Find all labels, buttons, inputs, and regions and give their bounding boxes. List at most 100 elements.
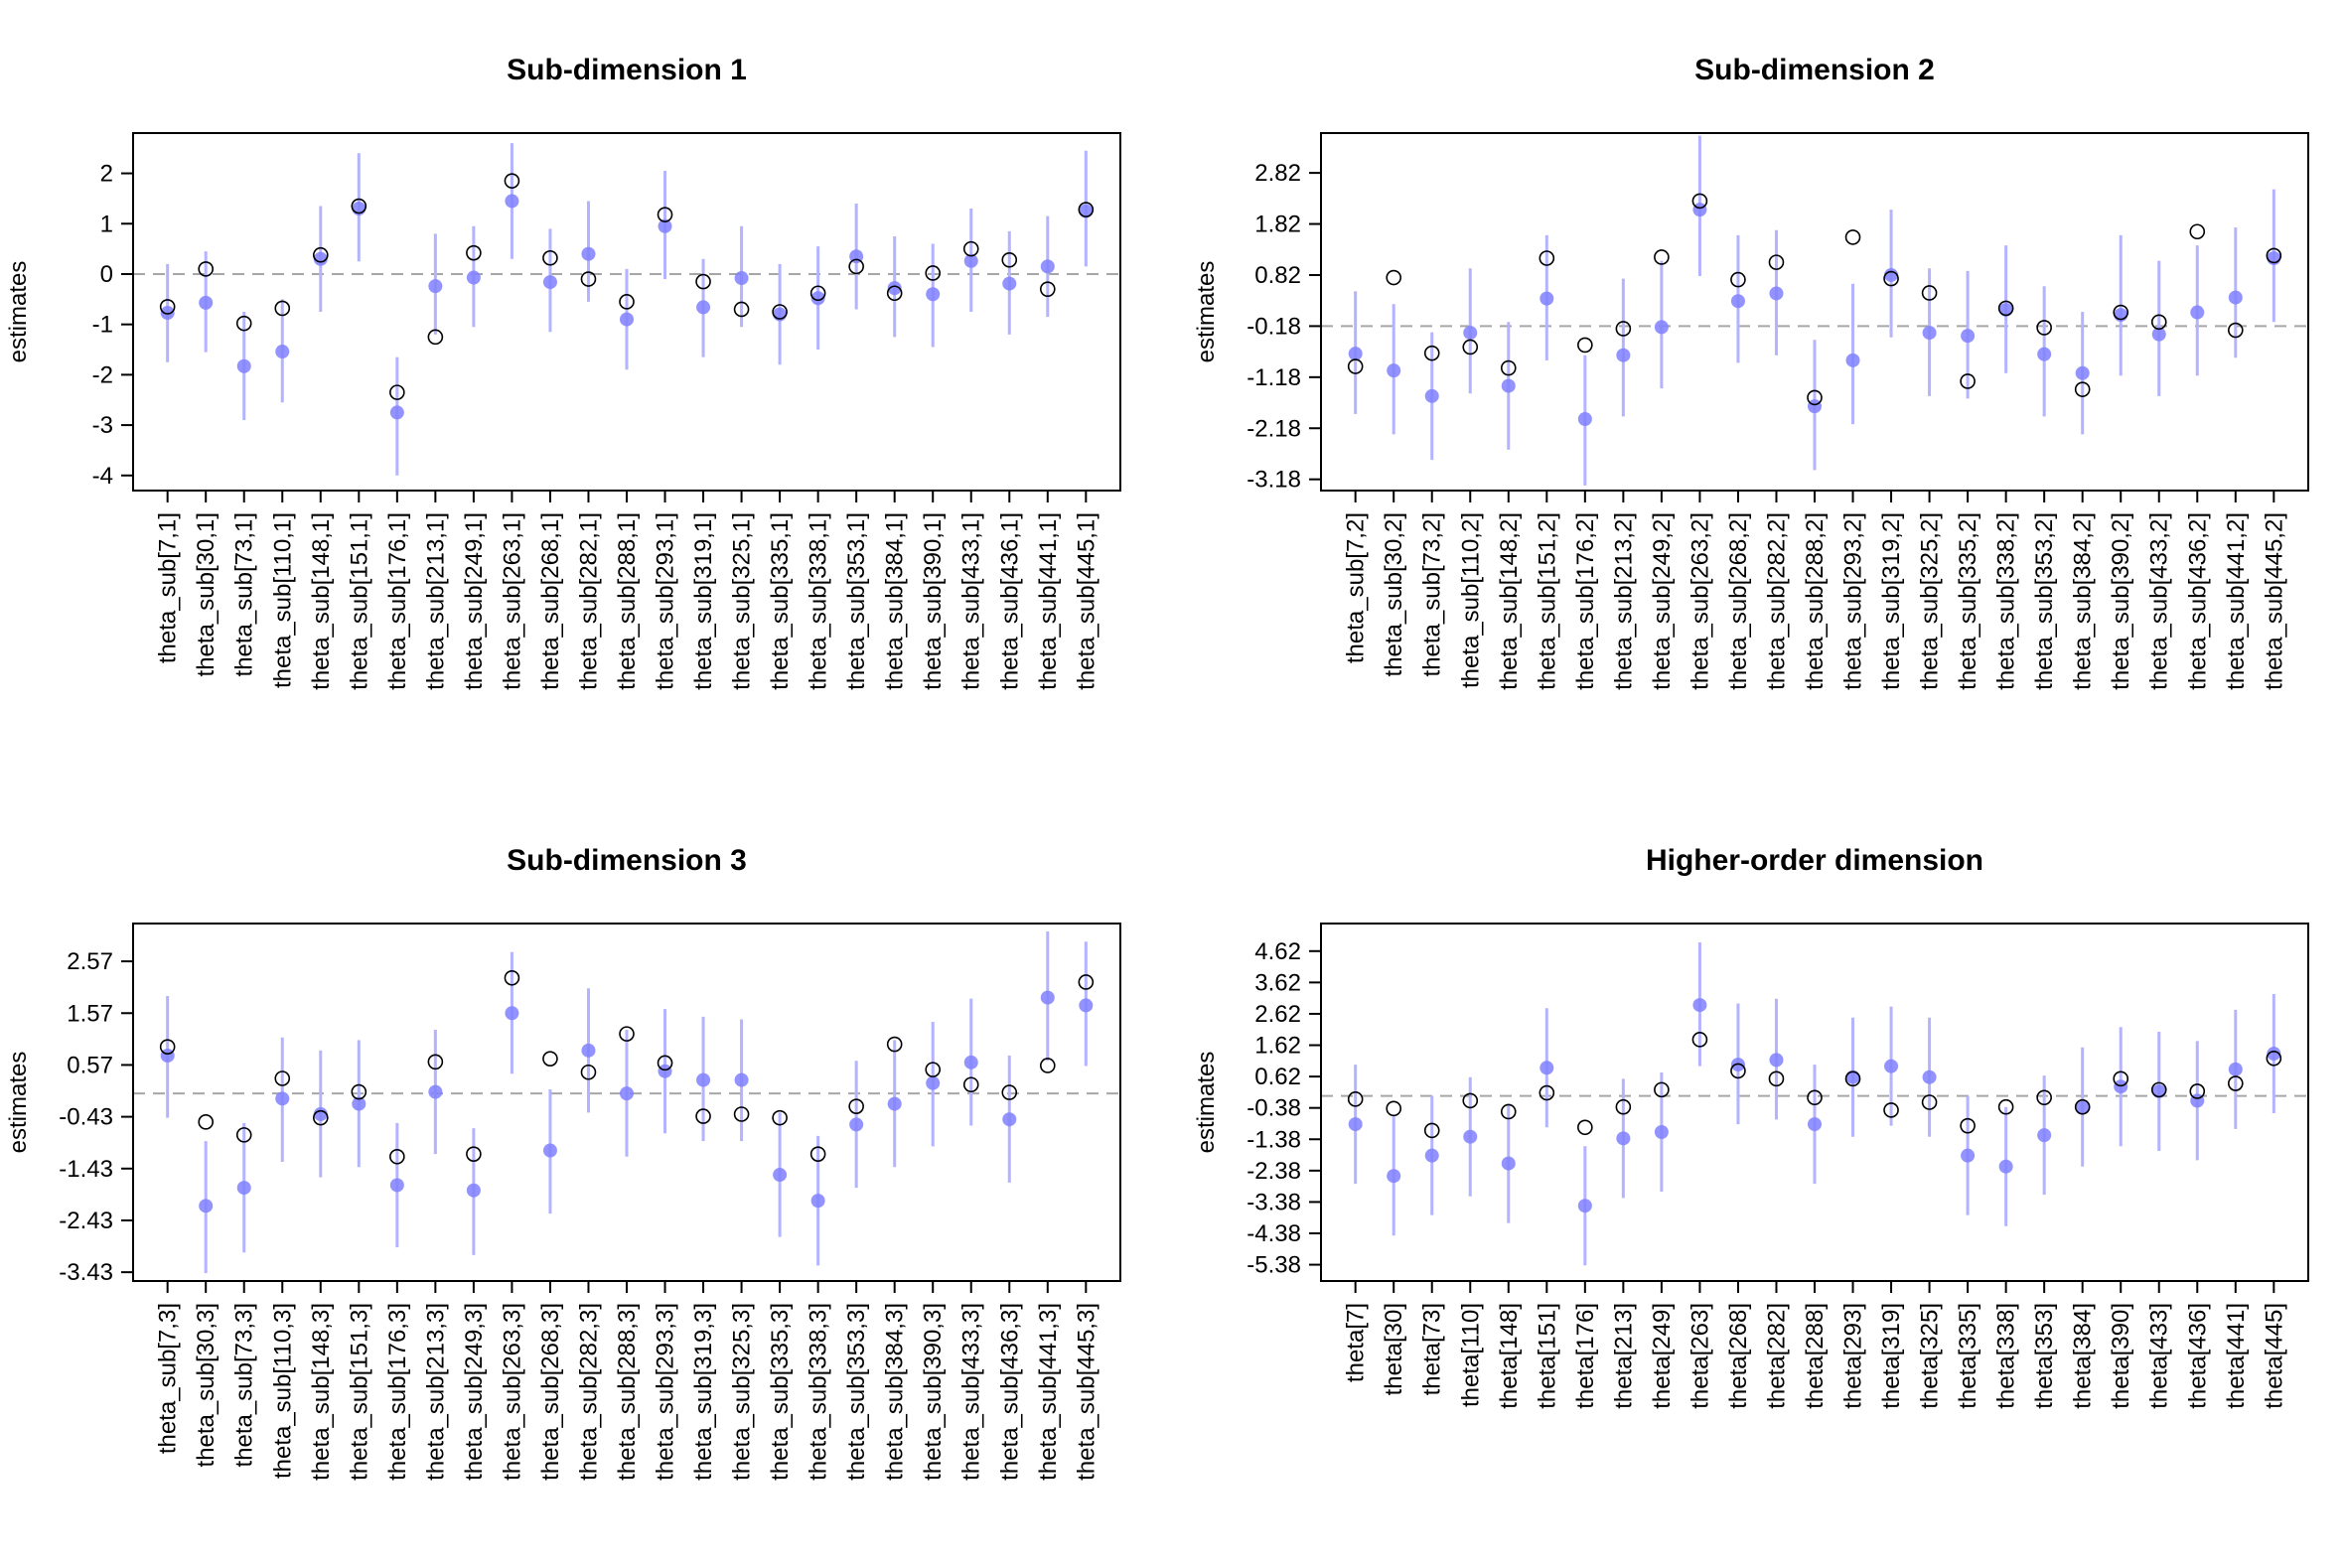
estimate-point [1845, 1069, 1860, 1084]
true-value-point [466, 244, 482, 261]
estimate-point [1884, 1059, 1899, 1073]
estimate-point [1998, 302, 2013, 317]
x-tick-label: theta_sub[390,3] [920, 1303, 947, 1481]
true-value-point [351, 1083, 367, 1100]
true-value-point [235, 1127, 252, 1143]
y-tick-label: -3.38 [1246, 1189, 1301, 1215]
true-value-point [2113, 304, 2129, 321]
estimate-point [1501, 1156, 1516, 1171]
x-tick-label: theta_sub[390,1] [920, 512, 947, 690]
x-tick-label: theta_sub[282,2] [1763, 512, 1790, 690]
x-tick-label: theta_sub[384,1] [882, 512, 909, 690]
estimate-point [926, 1075, 941, 1090]
x-tick-label: theta[293] [1840, 1303, 1867, 1409]
estimate-point [275, 1091, 290, 1106]
true-value-point [235, 315, 252, 332]
x-tick-label: theta_sub[176,2] [1572, 512, 1599, 690]
estimate-point [1463, 1129, 1478, 1144]
x-tick-label: theta_sub[282,1] [575, 512, 602, 690]
x-tick-label: theta_sub[151,1] [346, 512, 372, 690]
true-value-point [2189, 223, 2206, 240]
estimate-point [1040, 259, 1055, 274]
x-tick-label: theta[445] [2261, 1303, 2287, 1409]
true-value-point [925, 265, 942, 281]
x-tick-label: theta_sub[213,1] [422, 512, 449, 690]
estimate-point [1845, 353, 1860, 367]
x-tick-label: theta[110] [1457, 1303, 1484, 1407]
estimate-point [389, 405, 404, 420]
y-tick-label: 4.62 [1254, 938, 1301, 965]
panel-title: Sub-dimension 2 [1694, 54, 1935, 86]
x-tick-label: theta_sub[338,1] [806, 512, 832, 690]
true-value-point [1654, 1081, 1670, 1098]
true-value-point [389, 384, 405, 400]
x-tick-label: theta_sub[213,2] [1610, 512, 1637, 690]
y-tick-label: 3.62 [1254, 969, 1301, 996]
true-value-point [733, 1106, 750, 1122]
estimate-point [773, 1168, 788, 1183]
estimate-point [1769, 1053, 1784, 1068]
x-tick-label: theta_sub[288,1] [614, 512, 641, 690]
true-value-point [542, 249, 558, 266]
estimate-point [1998, 1159, 2013, 1174]
true-value-point [1386, 269, 1402, 286]
true-value-point [1577, 1119, 1593, 1136]
estimate-point [1387, 1169, 1401, 1184]
true-value-point [2036, 320, 2052, 336]
x-tick-label: theta_sub[433,3] [958, 1303, 985, 1481]
estimate-point [963, 253, 978, 268]
x-tick-label: theta_sub[288,2] [1802, 512, 1829, 690]
true-value-point [1730, 271, 1746, 288]
x-tick-label: theta_sub[441,3] [1035, 1303, 1062, 1481]
estimate-point [1769, 286, 1784, 301]
estimate-point [313, 1107, 328, 1121]
true-value-point [312, 1109, 329, 1126]
x-tick-label: theta_sub[282,3] [575, 1303, 602, 1481]
true-value-point [1691, 1032, 1708, 1048]
true-value-point [1921, 1094, 1938, 1110]
y-tick-label: 0 [100, 261, 113, 288]
y-tick-label: 0.82 [1254, 262, 1301, 289]
true-value-point [2074, 381, 2091, 397]
true-value-point [1078, 974, 1095, 990]
estimate-point [926, 287, 941, 302]
estimate-point [734, 1072, 749, 1087]
true-value-point [504, 173, 520, 189]
x-tick-label: theta_sub[325,2] [1917, 512, 1944, 690]
y-axis-label: estimates [5, 1052, 32, 1154]
true-value-point [925, 1062, 942, 1077]
x-tick-label: theta_sub[263,1] [499, 512, 525, 690]
true-value-point [2150, 314, 2167, 331]
estimate-point [2190, 305, 2205, 320]
x-tick-label: theta_sub[293,1] [653, 512, 679, 690]
true-value-point [619, 294, 635, 310]
x-tick-label: theta_sub[213,3] [422, 1303, 449, 1481]
estimate-point [620, 1086, 634, 1101]
true-value-point [1691, 193, 1708, 210]
true-value-point [809, 1146, 826, 1162]
x-tick-label: theta_sub[338,3] [806, 1303, 832, 1481]
estimate-point [887, 1096, 902, 1111]
x-tick-label: theta[73] [1419, 1303, 1446, 1395]
estimate-point [658, 1064, 672, 1078]
true-value-point [1539, 1084, 1555, 1101]
estimate-point [236, 358, 251, 373]
y-tick-label: 1.82 [1254, 212, 1301, 238]
x-tick-label: theta[263] [1686, 1303, 1713, 1409]
true-value-point [2036, 1089, 2052, 1106]
x-tick-label: theta_sub[353,1] [843, 512, 870, 690]
x-tick-label: theta_sub[263,3] [499, 1303, 525, 1481]
x-tick-label: theta_sub[176,3] [384, 1303, 411, 1481]
y-tick-label: -0.18 [1246, 313, 1301, 340]
y-tick-label: -4.38 [1246, 1220, 1301, 1247]
x-tick-label: theta[30] [1381, 1303, 1407, 1395]
y-tick-label: -2.18 [1246, 415, 1301, 442]
y-tick-label: -3 [92, 412, 113, 439]
true-value-point [274, 300, 291, 317]
estimate-point [1348, 347, 1363, 361]
x-tick-label: theta_sub[445,3] [1073, 1303, 1100, 1481]
estimate-point [199, 295, 214, 310]
y-tick-label: 0.62 [1254, 1064, 1301, 1090]
true-value-point [657, 207, 673, 222]
x-tick-label: theta_sub[436,3] [996, 1303, 1023, 1481]
